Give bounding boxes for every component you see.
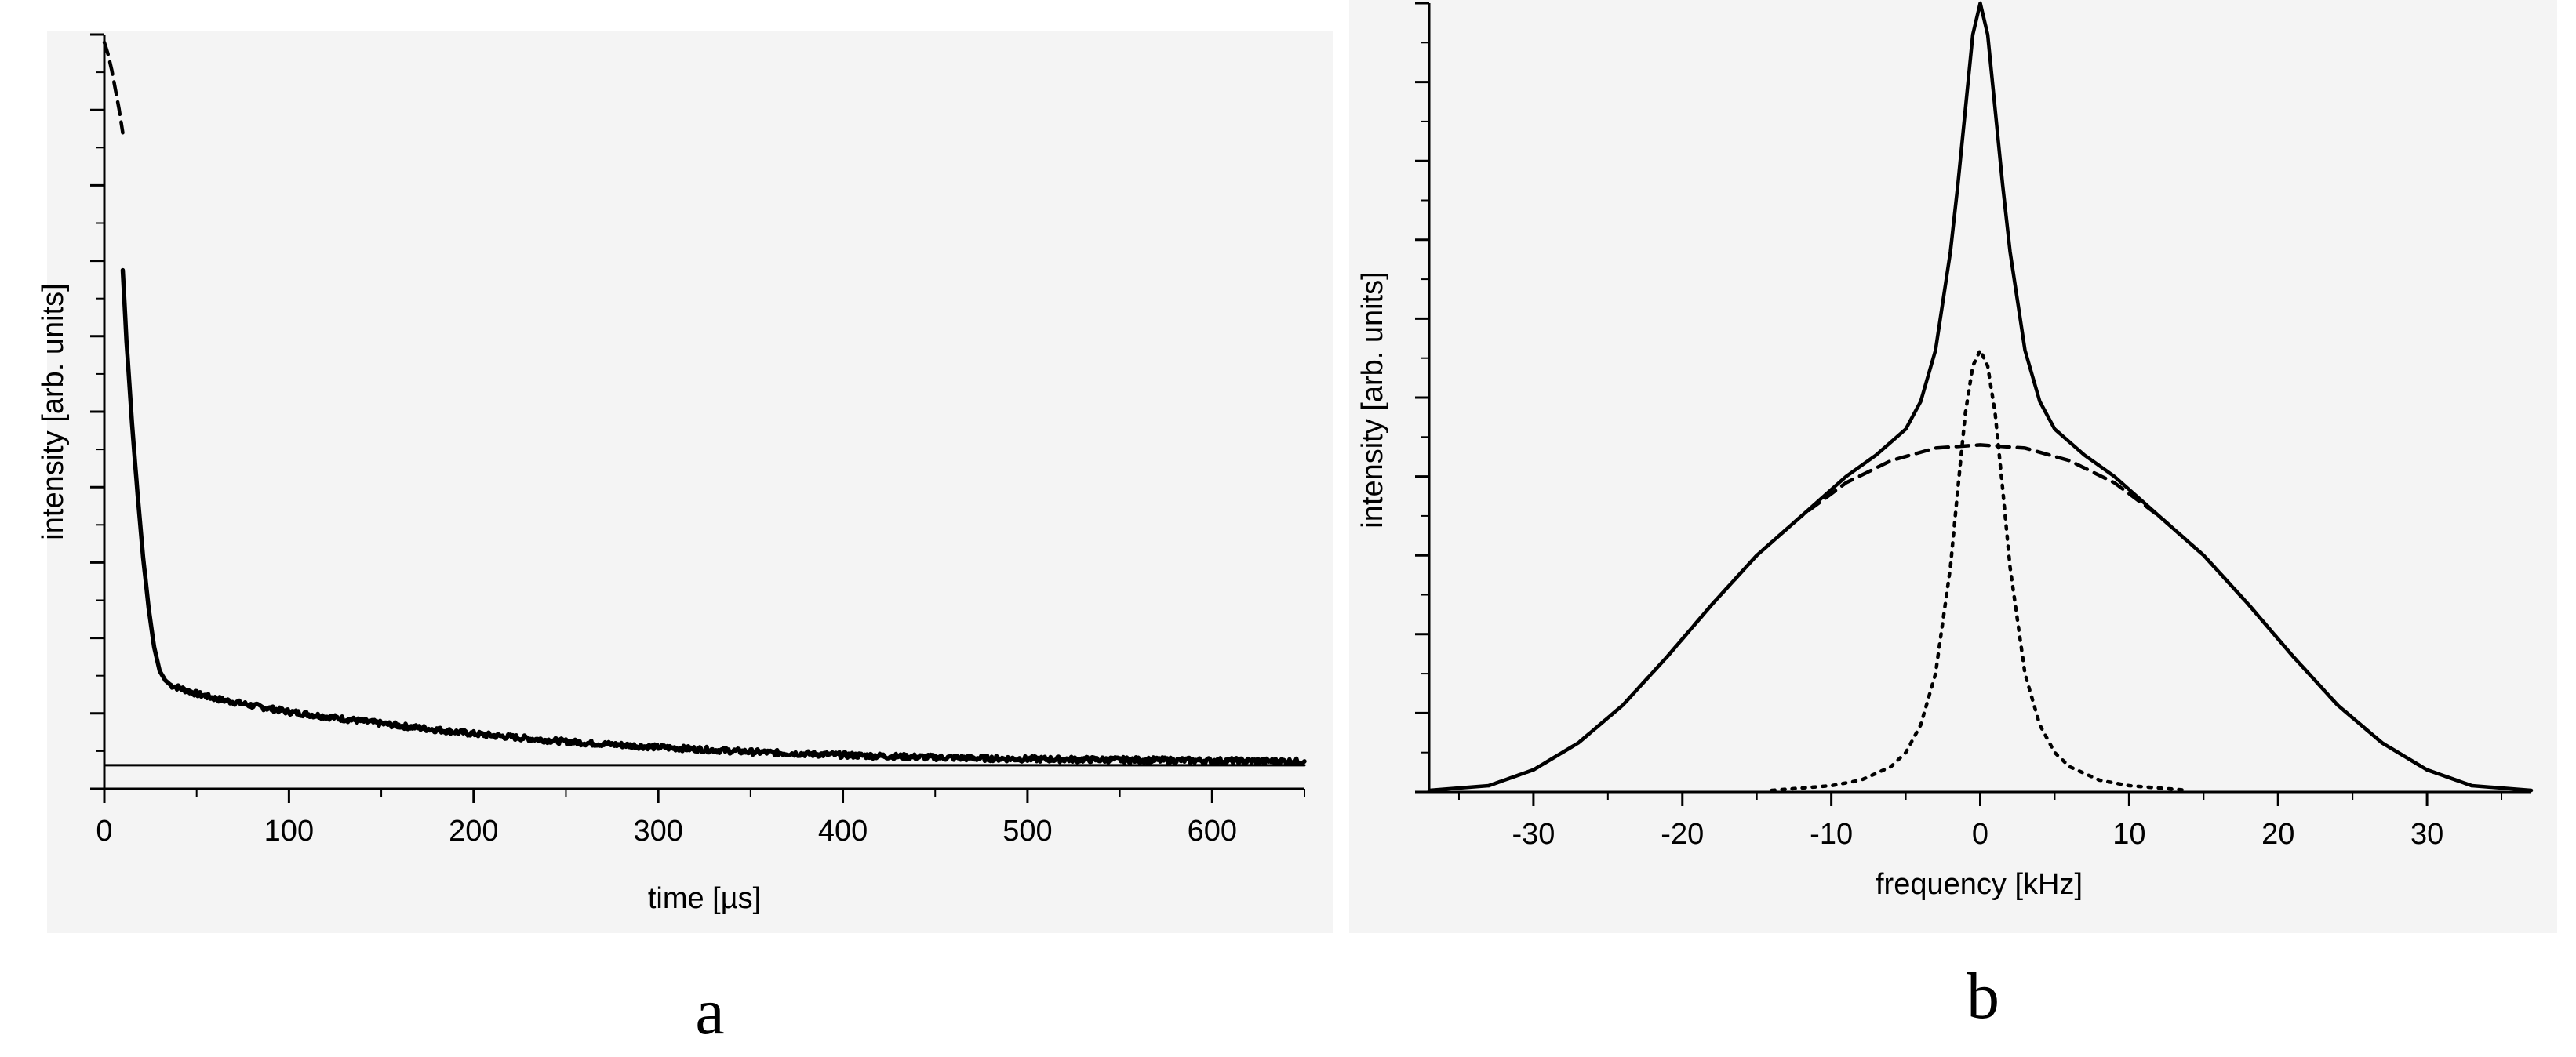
- x-ticks-a: 0 100 200 300 400 500 600: [96, 789, 1305, 848]
- x-tick-label: 20: [2261, 818, 2294, 851]
- x-tick-label: 0: [1972, 818, 1988, 851]
- x-axis-title-b: frequency [kHz]: [1876, 868, 2083, 901]
- y-axis-title-b: intensity [arb. units]: [1356, 271, 1389, 528]
- series-line-dashed: [102, 40, 125, 135]
- series-line-dotted: [1770, 348, 2191, 793]
- x-tick-label: -20: [1661, 818, 1704, 851]
- series-line-dashed: [1486, 443, 2474, 788]
- y-ticks-a: [90, 33, 104, 790]
- plot-background-b: [1349, 0, 2557, 933]
- x-tick-label: 0: [96, 815, 112, 848]
- chart-panel-b: -30 -20 -10 0 10 20 30 frequency [kHz] intensi…: [1349, 0, 2557, 1033]
- x-tick-label: 300: [633, 815, 682, 848]
- x-tick-label: -30: [1512, 818, 1555, 851]
- x-tick-label: 200: [449, 815, 498, 848]
- series-line-solid-noisy: [120, 267, 1307, 766]
- plot-background-a: [47, 31, 1333, 933]
- series-group-a: [102, 40, 1307, 767]
- x-tick-label: 400: [818, 815, 868, 848]
- x-tick-label: -10: [1810, 818, 1853, 851]
- panel-label-b: b: [1967, 960, 1999, 1033]
- x-tick-label: 500: [1002, 815, 1052, 848]
- y-ticks-b: [1415, 2, 1429, 794]
- y-axis-title-a: intensity [arb. units]: [37, 283, 70, 539]
- x-tick-label: 600: [1188, 815, 1237, 848]
- chart-panel-a: 0 100 200 300 400 500 600 time [µs] intensity …: [37, 31, 1333, 1048]
- x-ticks-b: -30 -20 -10 0 10 20 30: [1457, 792, 2503, 851]
- x-tick-label: 30: [2410, 818, 2443, 851]
- x-tick-label: 100: [264, 815, 314, 848]
- series-group-b: [1427, 1, 2534, 793]
- x-tick-label: 10: [2112, 818, 2145, 851]
- panel-label-a: a: [695, 975, 724, 1048]
- x-axis-title-a: time [µs]: [648, 882, 761, 915]
